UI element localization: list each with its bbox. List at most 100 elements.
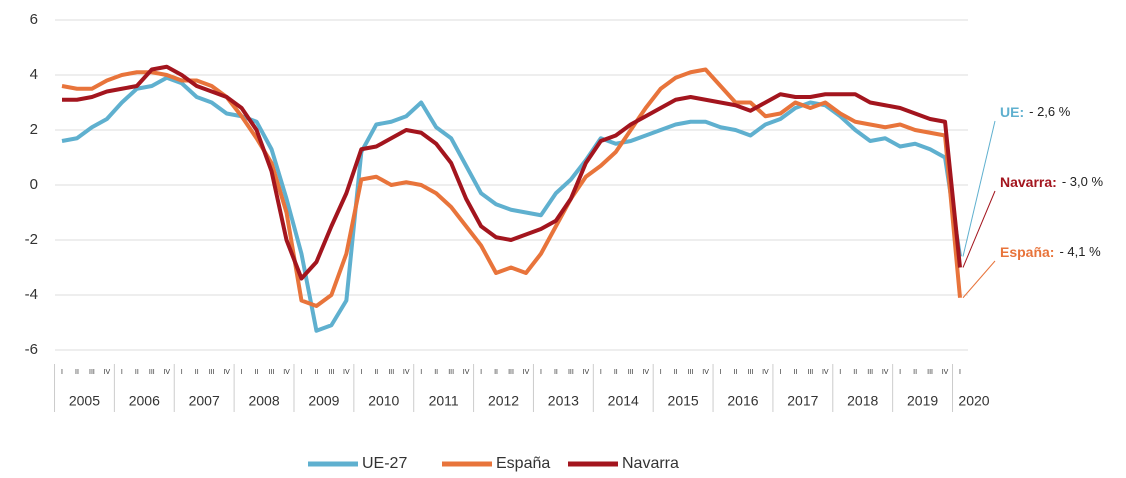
leader-line	[962, 260, 996, 299]
leader-line	[962, 190, 996, 268]
x-tick-label: III	[508, 369, 514, 376]
year-label: 2006	[129, 393, 160, 409]
y-tick-label: 2	[30, 121, 38, 138]
x-tick-label: II	[314, 369, 318, 376]
x-tick-label: II	[135, 369, 139, 376]
y-tick-label: 0	[30, 176, 38, 193]
x-tick-label: I	[720, 369, 722, 376]
x-tick-label: I	[600, 369, 602, 376]
x-tick-label: I	[779, 369, 781, 376]
legend-label: Navarra	[622, 455, 679, 472]
y-tick-label: -4	[25, 286, 38, 303]
x-tick-label: IV	[523, 369, 530, 376]
x-tick-label: III	[628, 369, 634, 376]
x-tick-label: II	[674, 369, 678, 376]
x-tick-label: III	[688, 369, 694, 376]
x-tick-label: IV	[702, 369, 709, 376]
y-tick-label: -6	[25, 341, 38, 358]
year-label: 2011	[429, 393, 459, 409]
x-tick-label: I	[420, 369, 422, 376]
year-label: 2017	[787, 393, 818, 409]
series-line	[62, 64, 962, 281]
x-tick-label: I	[839, 369, 841, 376]
y-tick-label: 6	[30, 11, 38, 28]
x-tick-label: III	[388, 369, 394, 376]
annotation: España: - 4,1 %	[1000, 244, 1101, 260]
year-label: 2020	[958, 393, 989, 409]
x-tick-label: I	[959, 369, 961, 376]
year-label: 2005	[69, 393, 100, 409]
x-tick-label: IV	[762, 369, 769, 376]
x-tick-label: I	[540, 369, 542, 376]
x-tick-label: IV	[642, 369, 649, 376]
x-tick-label: IV	[104, 369, 111, 376]
x-tick-label: III	[927, 369, 933, 376]
year-label: 2008	[248, 393, 279, 409]
annotation-label: Navarra:	[1000, 174, 1057, 190]
x-tick-label: IV	[223, 369, 230, 376]
annotation-text: - 3,0 %	[1062, 174, 1104, 189]
x-tick-label: III	[328, 369, 334, 376]
x-tick-label: II	[614, 369, 618, 376]
x-tick-label: II	[255, 369, 259, 376]
x-tick-label: IV	[822, 369, 829, 376]
annotation-text: - 2,6 %	[1029, 104, 1071, 119]
annotation-label: España:	[1000, 244, 1054, 260]
x-tick-label: II	[853, 369, 857, 376]
x-tick-label: IV	[343, 369, 350, 376]
x-tick-label: IV	[882, 369, 889, 376]
year-label: 2010	[368, 393, 399, 409]
year-label: 2007	[189, 393, 220, 409]
y-tick-label: -2	[25, 231, 38, 248]
legend-label: UE-27	[362, 455, 407, 472]
annotation-text: - 4,1 %	[1059, 244, 1101, 259]
x-tick-label: III	[867, 369, 873, 376]
x-tick-label: II	[75, 369, 79, 376]
x-tick-label: IV	[583, 369, 590, 376]
x-tick-label: II	[793, 369, 797, 376]
x-tick-label: IV	[283, 369, 290, 376]
x-tick-label: III	[269, 369, 275, 376]
annotation: UE: - 2,6 %	[1000, 104, 1071, 120]
annotation: Navarra: - 3,0 %	[1000, 174, 1103, 190]
year-label: 2013	[548, 393, 579, 409]
series-line	[61, 75, 962, 333]
year-label: 2019	[907, 393, 938, 409]
x-tick-label: I	[121, 369, 123, 376]
x-tick-label: III	[448, 369, 454, 376]
x-tick-label: II	[734, 369, 738, 376]
annotation-label: UE:	[1000, 104, 1024, 120]
year-label: 2009	[308, 393, 339, 409]
x-tick-label: II	[494, 369, 498, 376]
x-tick-label: II	[554, 369, 558, 376]
year-label: 2018	[847, 393, 878, 409]
x-tick-label: III	[149, 369, 155, 376]
x-tick-label: IV	[163, 369, 170, 376]
year-label: 2014	[608, 393, 639, 409]
legend-label: España	[496, 455, 550, 472]
x-tick-label: IV	[942, 369, 949, 376]
x-tick-label: III	[89, 369, 95, 376]
year-label: 2012	[488, 393, 519, 409]
x-tick-label: I	[480, 369, 482, 376]
x-tick-label: I	[181, 369, 183, 376]
x-tick-label: I	[241, 369, 243, 376]
x-tick-label: II	[434, 369, 438, 376]
x-tick-label: III	[209, 369, 215, 376]
year-label: 2016	[727, 393, 758, 409]
x-tick-label: IV	[463, 369, 470, 376]
x-tick-label: II	[913, 369, 917, 376]
x-tick-label: III	[807, 369, 813, 376]
x-tick-label: III	[748, 369, 754, 376]
y-tick-label: 4	[30, 66, 38, 83]
x-tick-label: II	[195, 369, 199, 376]
x-tick-label: I	[300, 369, 302, 376]
x-tick-label: IV	[403, 369, 410, 376]
x-tick-label: I	[899, 369, 901, 376]
year-label: 2015	[668, 393, 699, 409]
x-tick-label: I	[660, 369, 662, 376]
leader-line	[962, 120, 996, 257]
x-tick-label: III	[568, 369, 574, 376]
series-line	[61, 67, 962, 308]
